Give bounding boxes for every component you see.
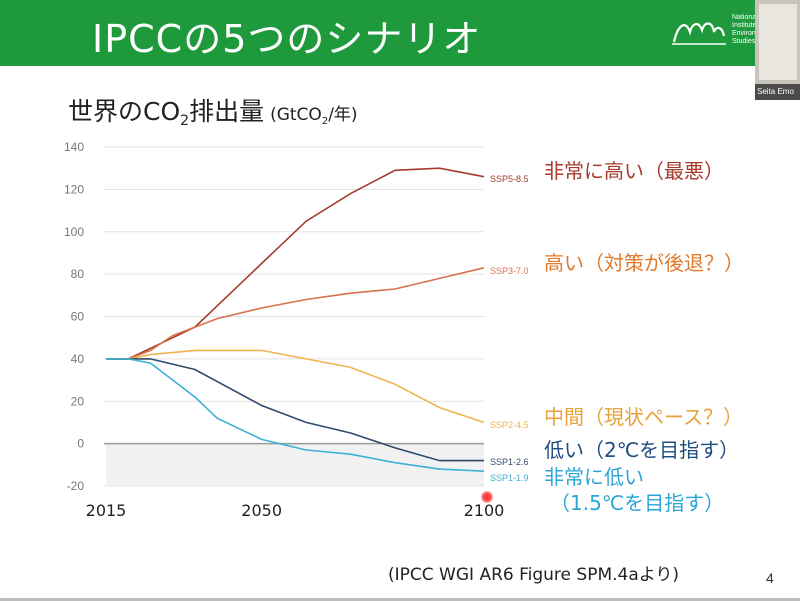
citation: (IPCC WGI AR6 Figure SPM.4aより) [388,565,680,585]
x-tick-label: 2050 [241,501,282,520]
series-line-ssp3-7.0 [106,267,485,360]
bottom-divider [0,598,800,601]
slide-title: IPCCの5つのシナリオ [92,17,482,61]
chart-title-main: 世界のCO [68,97,181,126]
header-bar: IPCCの5つのシナリオ National Institute Environ … [0,0,800,66]
y-tick-label: 120 [64,182,84,196]
institute-name: National Institute Environ Studies, [732,14,758,45]
series-label-ssp3-7.0: SSP3-7.0 [490,266,529,276]
chart-title: 世界のCO2排出量 (GtCO2/年) [68,92,358,129]
x-tick-label: 2100 [464,501,505,520]
chart-title-unit: (GtCO2/年) [270,105,358,127]
y-tick-label: 100 [64,225,84,239]
series-label-ssp5-8.5: SSP5-8.5 [490,174,529,184]
series-label-ssp2-4.5: SSP2-4.5 [490,420,529,430]
unit-head: (GtCO [270,105,322,125]
institute-logo-icon [672,22,726,45]
series-line-ssp5-8.5 [106,167,485,360]
participant-video [759,4,797,80]
y-tick-label: 20 [71,394,85,408]
chart-title-main-tail: 排出量 [189,97,265,126]
series-label-ssp1-2.6: SSP1-2.6 [490,457,529,467]
participant-name: Seita Emo [755,84,800,100]
series-label-ssp1-1.9: SSP1-1.9 [490,473,529,483]
negative-region-shade [106,443,484,486]
series-annotation-ssp3-7.0: 高い（対策が後退？） [544,251,744,275]
page-number: 4 [766,570,774,586]
x-tick-label: 2015 [86,501,127,520]
chart-title-subscript: 2 [180,113,190,129]
y-tick-label: 80 [71,267,85,281]
y-tick-label: -20 [67,479,85,493]
unit-tail: /年) [328,105,358,125]
y-tick-label: 0 [77,437,84,451]
series-line-ssp1-1.9 [106,358,485,472]
unit-subscript: 2 [321,116,329,127]
series-annotation-ssp2-4.5: 中間（現状ペース？） [544,405,743,429]
y-tick-label: 60 [71,310,85,324]
series-line-ssp2-4.5 [106,349,485,424]
series-annotation-ssp5-8.5: 非常に高い（最悪） [544,159,724,183]
series-annotation-ssp1-2.6: 低い（2℃を目指す） [544,438,739,462]
video-thumbnail[interactable]: Seita Emo [755,0,800,100]
y-tick-label: 40 [71,352,85,366]
laser-pointer [481,491,493,503]
series-annotation-ssp1-1.9: 非常に低い [544,465,644,489]
series-line-ssp1-2.6 [106,358,484,462]
series-annotation-ssp1-1.9: （1.5℃を目指す） [550,491,724,515]
y-tick-label: 140 [64,140,84,154]
